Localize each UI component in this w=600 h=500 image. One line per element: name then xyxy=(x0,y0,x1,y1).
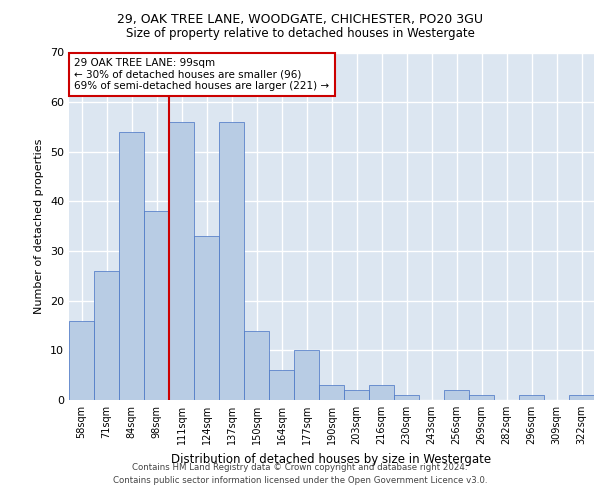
Bar xyxy=(319,385,344,400)
Text: Contains HM Land Registry data © Crown copyright and database right 2024.: Contains HM Land Registry data © Crown c… xyxy=(132,462,468,471)
Text: Contains public sector information licensed under the Open Government Licence v3: Contains public sector information licen… xyxy=(113,476,487,485)
Bar xyxy=(144,212,169,400)
Bar xyxy=(344,390,369,400)
Bar xyxy=(169,122,194,400)
X-axis label: Distribution of detached houses by size in Westergate: Distribution of detached houses by size … xyxy=(172,452,491,466)
Bar xyxy=(194,236,219,400)
Bar xyxy=(394,395,419,400)
Bar xyxy=(519,395,544,400)
Text: 29, OAK TREE LANE, WOODGATE, CHICHESTER, PO20 3GU: 29, OAK TREE LANE, WOODGATE, CHICHESTER,… xyxy=(117,12,483,26)
Bar xyxy=(569,395,594,400)
Bar xyxy=(469,395,494,400)
Bar xyxy=(269,370,294,400)
Bar xyxy=(294,350,319,400)
Text: 29 OAK TREE LANE: 99sqm
← 30% of detached houses are smaller (96)
69% of semi-de: 29 OAK TREE LANE: 99sqm ← 30% of detache… xyxy=(74,58,329,91)
Bar xyxy=(244,330,269,400)
Bar xyxy=(69,320,94,400)
Text: Size of property relative to detached houses in Westergate: Size of property relative to detached ho… xyxy=(125,28,475,40)
Bar xyxy=(94,271,119,400)
Bar xyxy=(444,390,469,400)
Y-axis label: Number of detached properties: Number of detached properties xyxy=(34,138,44,314)
Bar xyxy=(119,132,144,400)
Bar xyxy=(219,122,244,400)
Bar xyxy=(369,385,394,400)
